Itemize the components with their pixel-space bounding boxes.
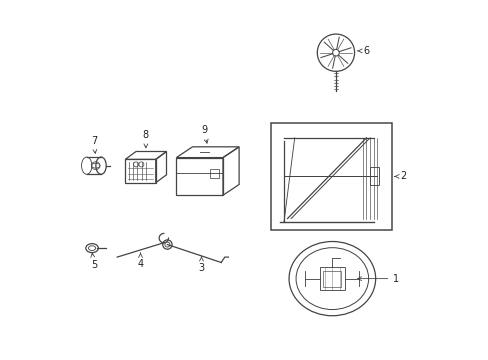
Bar <box>210 169 219 178</box>
Text: 8: 8 <box>142 130 149 148</box>
Text: 3: 3 <box>198 257 204 273</box>
Bar <box>323 271 341 287</box>
Text: 4: 4 <box>137 253 143 269</box>
Text: 2: 2 <box>394 171 406 181</box>
Bar <box>271 123 391 230</box>
Text: 1: 1 <box>357 274 399 284</box>
Text: 6: 6 <box>357 46 369 56</box>
Bar <box>369 167 378 185</box>
Bar <box>319 267 344 290</box>
Text: 7: 7 <box>91 136 97 153</box>
Text: 9: 9 <box>201 125 208 143</box>
Text: 5: 5 <box>91 253 97 270</box>
